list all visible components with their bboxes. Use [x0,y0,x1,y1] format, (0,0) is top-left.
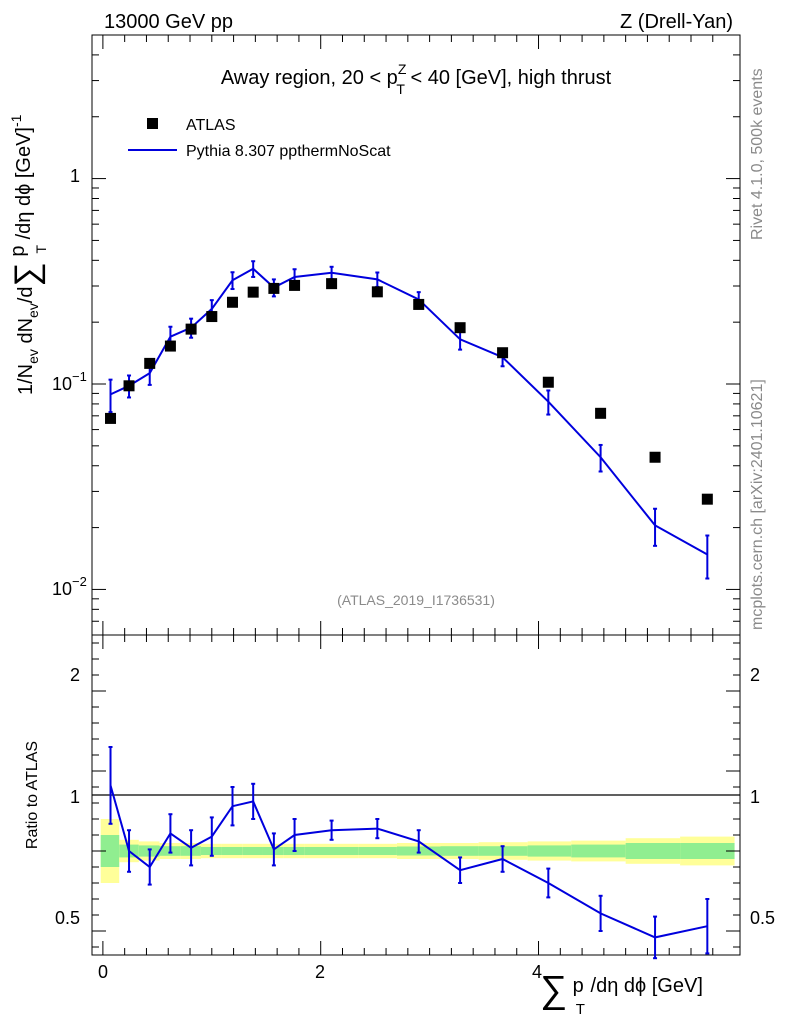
y-tick-label-0p1-exp: −1 [72,369,87,384]
ratio-band-green [358,847,397,855]
header-right: Z (Drell-Yan) [620,11,733,33]
atlas-data-point [542,376,554,388]
ratio-line [109,785,708,939]
ratio-band-green [680,843,735,859]
y-axis-label-p5: /dη dϕ [GeV] [13,127,35,245]
legend-atlas-marker [147,118,158,129]
x-axis-label-p: p [567,975,584,997]
ratio-y-tick-1-right: 1 [750,787,760,807]
x-tick-label-2: 2 [315,962,325,982]
y-axis-label-s1: ev [25,349,41,364]
y-axis-label-p4: p [7,246,29,263]
atlas-data-point [289,279,301,291]
plot-title: Away region, 20 < pZ T < 40 [GeV], high t… [221,61,612,97]
plot-title-sub: T [396,81,405,97]
y-axis-label-sub: T [33,245,49,254]
mcplots-label: mcplots.cern.ch [arXiv:2401.10621] [749,379,766,630]
atlas-data-point [164,340,176,352]
legend-pythia-label: Pythia 8.307 ppthermNoScat [186,143,391,160]
atlas-data-point [701,493,713,505]
y-axis-label-p3: /d [15,286,37,303]
y-tick-label-0p01: 10−2 [52,574,87,599]
ratio-y-tick-1-left: 1 [70,787,80,807]
atlas-data-point [413,298,425,310]
main-plot-data [105,260,713,580]
atlas-data-point [226,296,238,308]
ratio-band-green [304,847,359,855]
plot-title-part1: Away region, 20 < p [221,67,398,89]
atlas-data-point [497,347,509,359]
pythia-line [110,267,708,556]
x-axis-label-rest: /dη dϕ [GeV] [585,975,703,997]
ratio-band-green [440,846,479,856]
ratio-y-tick-0p5-left: 0.5 [55,908,80,928]
header-left: 13000 GeV pp [104,11,233,33]
atlas-data-point [595,407,607,419]
ratio-band-green [242,847,263,855]
atlas-data-point [649,451,661,463]
ratio-uncertainty-bands [100,819,735,883]
y-axis-label-p2: dN [15,318,37,349]
ratio-plot-data [108,746,710,960]
atlas-data-point [371,286,383,298]
x-axis-label-sum: ∑ [540,969,567,1011]
atlas-data-point [326,278,338,290]
atlas-data-point [144,357,156,369]
y-tick-label-0p1-base: 10 [52,374,72,394]
ratio-y-tick-0p5-right: 0.5 [750,908,775,928]
ratio-band-green [527,845,572,857]
axis-ticks [92,34,740,955]
atlas-data-point [105,412,117,424]
x-axis-label-sub: T [576,1001,585,1018]
atlas-data-point [123,380,135,392]
y-axis-label-sum: ∑ [8,262,46,286]
legend-atlas-label: ATLAS [186,117,236,134]
ratio-y-tick-2-left: 2 [70,665,80,685]
ratio-band-green [571,844,626,858]
atlas-data-point [268,282,280,294]
analysis-id: (ATLAS_2019_I1736531) [337,592,495,608]
ratio-band-green [221,847,243,855]
y-tick-label-0p01-base: 10 [52,579,72,599]
y-tick-label-0p1: 10−1 [52,369,87,394]
y-axis-label-sup: -1 [8,114,24,127]
atlas-data-point [454,322,466,334]
ratio-band-green [100,835,120,867]
x-tick-label-4: 4 [532,962,542,982]
y-axis-label-s2: ev [25,303,41,318]
y-axis-label-p1: 1/N [15,364,37,395]
x-tick-label-0: 0 [98,962,108,982]
plot-title-sup: Z [398,61,407,77]
ratio-y-axis-label: Ratio to ATLAS [24,741,41,849]
plot-title-part2: < 40 [GeV], high thrust [405,67,612,89]
atlas-data-point [185,323,197,335]
y-tick-label-0p01-exp: −2 [72,574,87,589]
atlas-data-point [206,311,218,323]
atlas-data-point [247,286,259,298]
ratio-band-green [625,843,681,859]
ratio-y-tick-2-right: 2 [750,665,760,685]
rivet-label: Rivet 4.1.0, 500k events [749,68,766,240]
y-tick-label-1: 1 [70,166,80,186]
